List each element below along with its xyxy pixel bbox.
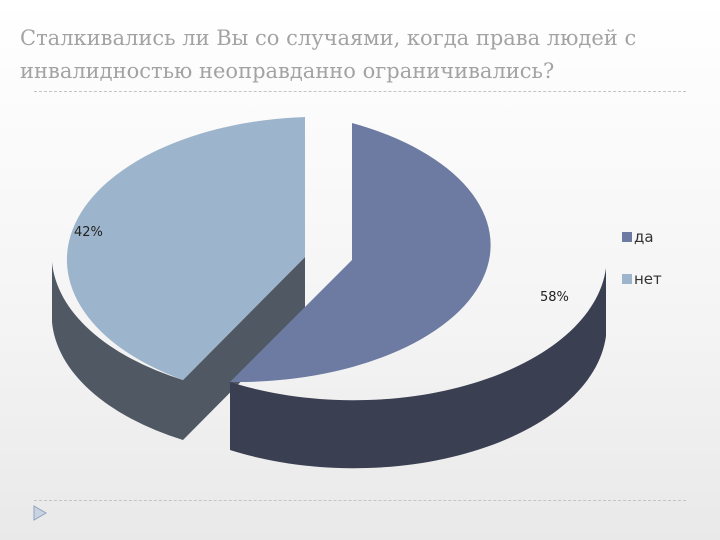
pie-slice-da [230,123,491,383]
pie-slice-net-rim [52,262,183,440]
legend-swatch-da [622,232,632,242]
pie-slice-net-cut [183,257,305,440]
data-label-net: 42% [74,225,103,240]
pie-slice-da-rim [230,268,606,469]
legend-item-net: нет [622,268,662,290]
data-label-da: 58% [540,290,569,305]
page-title: Сталкивались ли Вы со случаями, когда пр… [20,26,637,83]
play-arrow-icon[interactable] [33,505,47,521]
pie-slice-net [66,117,305,380]
footer-divider [34,500,686,501]
title-divider [34,91,686,92]
chart-legend: да нет [622,226,662,310]
legend-item-da: да [622,226,662,248]
legend-label-net: нет [634,270,662,288]
legend-swatch-net [622,274,632,284]
legend-label-da: да [634,228,654,246]
